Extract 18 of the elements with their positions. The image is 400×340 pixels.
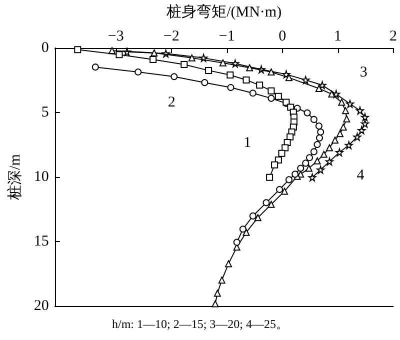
y-tick-label: 15 <box>34 234 49 250</box>
series-label: 2 <box>168 94 176 111</box>
x-tick-label: −3 <box>108 28 124 44</box>
x-tick-label: 1 <box>334 28 342 44</box>
series-label: 1 <box>244 134 252 151</box>
text: h/m: 1—10; 2—15; 3—20; 4—25。 <box>112 317 288 331</box>
x-tick-label: 2 <box>390 28 397 44</box>
x-tick-label: 0 <box>278 28 286 44</box>
series-label: 3 <box>360 64 368 80</box>
x-tick-label: −2 <box>163 28 180 44</box>
y-tick-label: 10 <box>34 169 49 185</box>
series-label: 4 <box>356 168 365 184</box>
x-axis-title: 桩身弯矩/(MN·m) <box>166 4 282 20</box>
y-tick-label: 5 <box>41 104 49 120</box>
x-tick-label: −1 <box>218 28 235 44</box>
y-axis-title: 桩深/m <box>6 154 24 201</box>
y-tick-label: 0 <box>41 40 49 56</box>
y-tick-label: 20 <box>34 298 49 314</box>
